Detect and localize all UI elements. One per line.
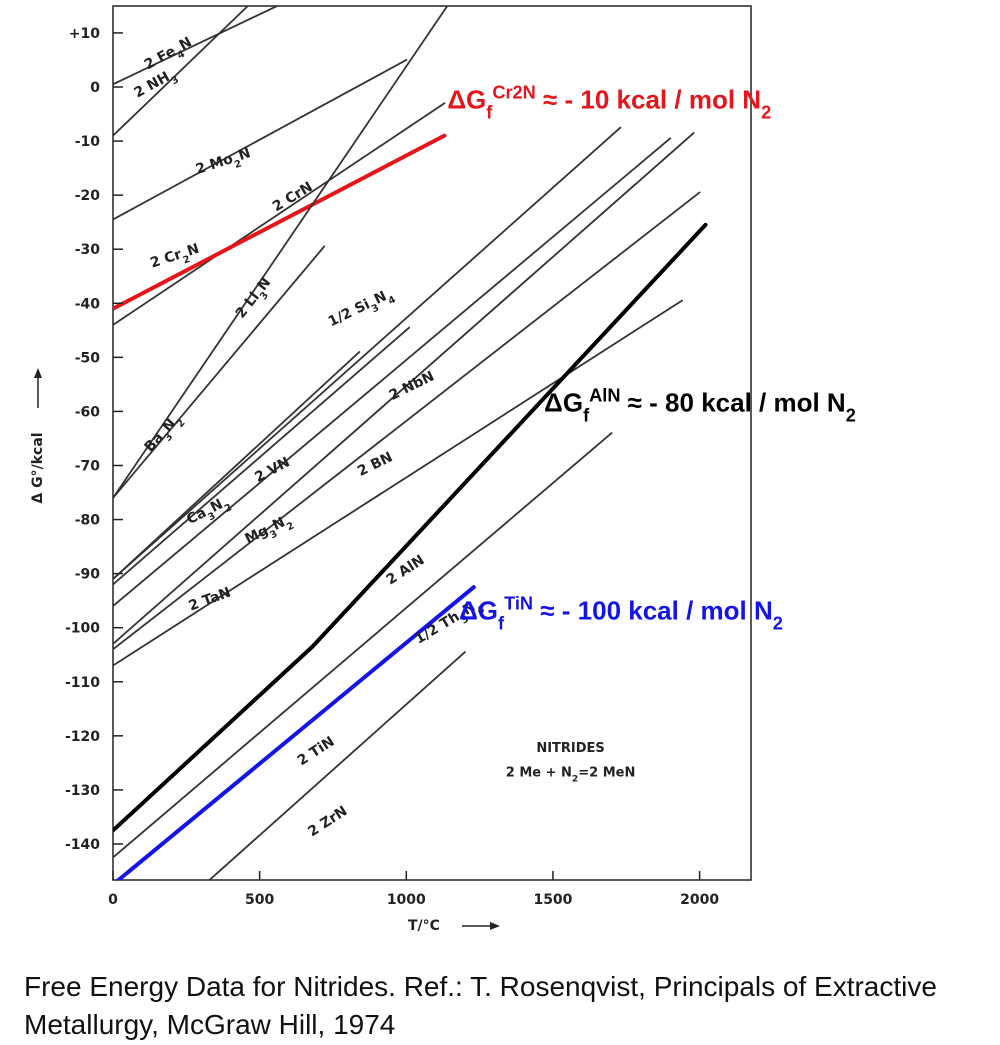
series-line-1-2-si3n4	[113, 126, 622, 580]
series-line-2-tan	[113, 299, 683, 667]
annotation-tin: ΔGfTiN ≈ - 100 kcal / mol N2	[459, 594, 783, 634]
x-axis-title: T/°C	[408, 918, 440, 934]
series-line-mg3n2	[113, 132, 695, 645]
y-tick-label: -10	[75, 134, 101, 150]
series-layer	[113, 6, 708, 880]
annotations: ΔGfCr2N ≈ - 10 kcal / mol N2 ΔGfAlN ≈ - 8…	[447, 83, 855, 785]
series-line-ca3n2	[113, 351, 361, 580]
figure-caption: Free Energy Data for Nitrides. Ref.: T. …	[24, 971, 937, 1040]
curve-label-mg3n2: Mg3N2	[242, 511, 295, 551]
series-line-2-cr2n	[113, 133, 447, 311]
y-tick-label: -100	[65, 621, 100, 637]
annotation-cr2n: ΔGfCr2N ≈ - 10 kcal / mol N2	[447, 83, 771, 123]
y-tick-label: -80	[75, 513, 101, 529]
nitrides-free-energy-chart: +10 0 -10 -20 -30 -40 -50 -60 -70 -80 -90 -100 -110 -…	[30, 5, 856, 934]
series-line-2-bn	[113, 191, 701, 651]
y-tick-label: -60	[75, 404, 101, 420]
series-line-2-crn	[113, 102, 446, 326]
axis-ticks: +10 0 -10 -20 -30 -40 -50 -60 -70 -80 -90 -100 -110 -…	[65, 26, 719, 908]
note-title: NITRIDES	[536, 741, 604, 756]
curve-label-2-nbn: 2 NbN	[387, 368, 437, 403]
series-line-2-aln	[113, 222, 708, 833]
curve-label-2-tin: 2 TiN	[295, 734, 338, 770]
series-line-2-mo2n	[113, 59, 408, 221]
curve-label-2-bn: 2 BN	[355, 449, 395, 480]
y-tick-label: -70	[75, 458, 101, 474]
x-tick-label: 1500	[533, 892, 572, 908]
curve-label-2-zrn: 2 ZrN	[305, 803, 350, 840]
y-tick-label: -50	[75, 350, 101, 366]
y-axis-title: Δ G°/kcal	[30, 432, 46, 503]
curve-label-2-aln: 2 AlN	[384, 552, 428, 588]
x-axis-arrow	[462, 922, 500, 930]
y-tick-label: -20	[75, 188, 101, 204]
series-line-2-nh3	[113, 6, 249, 137]
y-tick-label: -30	[75, 242, 101, 258]
plot-frame	[112, 5, 752, 881]
series-line-2-nbn	[113, 137, 672, 607]
series-line-2-vn	[113, 326, 411, 586]
note-reaction: 2 Me + N2=2 MeN	[506, 765, 636, 784]
series-line-2-zrn	[208, 651, 466, 880]
curve-label-2-mo2n: 2 Mo2N	[194, 145, 254, 182]
curve-label-2-tan: 2 TaN	[187, 585, 233, 615]
series-line-ba3n2	[113, 245, 326, 499]
series-line-1-2-th3n4	[113, 432, 613, 859]
annotation-aln: ΔGfAlN ≈ - 80 kcal / mol N2	[544, 385, 856, 425]
x-tick-label: 0	[108, 892, 118, 908]
curve-label-2-fe4n: 2 Fe4N	[142, 34, 197, 77]
y-tick-label: -110	[65, 675, 100, 691]
y-tick-label: -140	[65, 837, 100, 853]
series-line-2-li3n	[113, 6, 449, 499]
y-axis-arrow	[34, 368, 42, 408]
y-tick-label: -120	[65, 729, 100, 745]
curve-label-1-2-si3n4: 1/2 Si3N4	[326, 285, 398, 334]
x-tick-label: 2000	[680, 892, 719, 908]
series-line-2-tin	[115, 585, 476, 880]
y-tick-label: -90	[75, 567, 101, 583]
y-tick-label: -130	[65, 783, 100, 799]
curve-label-2-li3n: 2 Li3N	[233, 275, 278, 325]
x-tick-label: 1000	[387, 892, 426, 908]
y-tick-label: +10	[69, 26, 100, 42]
series-line-2-fe4n	[113, 6, 279, 86]
y-tick-label: -40	[75, 296, 101, 312]
y-tick-label: 0	[90, 80, 100, 96]
x-tick-label: 500	[245, 892, 274, 908]
